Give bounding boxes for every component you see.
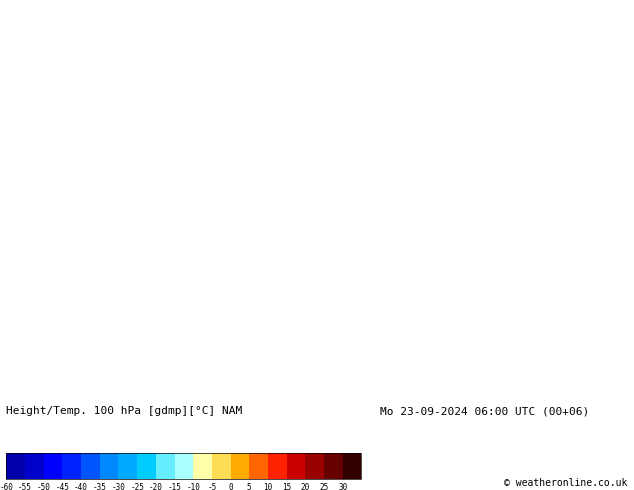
Bar bbox=[6, 453, 361, 479]
Bar bbox=[212, 453, 231, 479]
Text: 25: 25 bbox=[320, 483, 328, 490]
Bar bbox=[249, 453, 268, 479]
Bar bbox=[25, 453, 44, 479]
Bar bbox=[343, 453, 361, 479]
Bar bbox=[44, 453, 62, 479]
Bar bbox=[119, 453, 137, 479]
Text: 30: 30 bbox=[338, 483, 347, 490]
Bar bbox=[100, 453, 119, 479]
Bar bbox=[137, 453, 156, 479]
Text: 5: 5 bbox=[247, 483, 252, 490]
Text: 20: 20 bbox=[301, 483, 310, 490]
Text: 15: 15 bbox=[282, 483, 291, 490]
Text: cartopy required: cartopy required bbox=[259, 194, 375, 208]
Text: 0: 0 bbox=[228, 483, 233, 490]
Bar bbox=[156, 453, 174, 479]
Text: -50: -50 bbox=[37, 483, 51, 490]
Text: -55: -55 bbox=[18, 483, 32, 490]
Bar bbox=[81, 453, 100, 479]
Text: -35: -35 bbox=[93, 483, 107, 490]
Bar bbox=[268, 453, 287, 479]
Text: -40: -40 bbox=[74, 483, 88, 490]
Text: -20: -20 bbox=[149, 483, 163, 490]
Text: Height/Temp. 100 hPa [gdmp][°C] NAM: Height/Temp. 100 hPa [gdmp][°C] NAM bbox=[6, 406, 243, 416]
Text: -10: -10 bbox=[186, 483, 200, 490]
Bar bbox=[287, 453, 306, 479]
Bar bbox=[231, 453, 249, 479]
Text: -5: -5 bbox=[207, 483, 217, 490]
Text: © weatheronline.co.uk: © weatheronline.co.uk bbox=[504, 478, 628, 488]
Bar bbox=[306, 453, 324, 479]
Text: 10: 10 bbox=[263, 483, 273, 490]
Text: -60: -60 bbox=[0, 483, 13, 490]
Bar bbox=[193, 453, 212, 479]
Bar bbox=[174, 453, 193, 479]
Bar bbox=[62, 453, 81, 479]
Text: -15: -15 bbox=[167, 483, 181, 490]
Bar bbox=[6, 453, 25, 479]
Bar bbox=[324, 453, 343, 479]
Text: -30: -30 bbox=[112, 483, 126, 490]
Text: Mo 23-09-2024 06:00 UTC (00+06): Mo 23-09-2024 06:00 UTC (00+06) bbox=[380, 406, 590, 416]
Text: -25: -25 bbox=[130, 483, 144, 490]
Text: -45: -45 bbox=[55, 483, 69, 490]
